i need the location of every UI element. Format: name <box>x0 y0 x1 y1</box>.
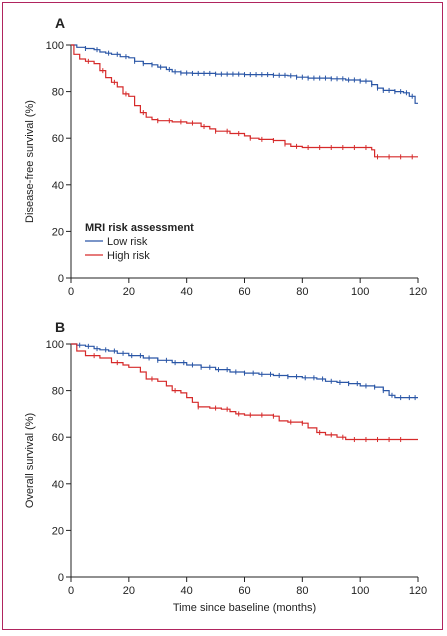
panel-a-y-tick-label: 0 <box>58 273 64 285</box>
panel-a-legend-title: MRI risk assessment <box>85 222 194 234</box>
figure-frame: A 0 20 40 60 80 100 0 20 40 60 80 100 120 Disease-fre… <box>2 2 443 630</box>
panel-a-y-tick-label: 20 <box>52 226 64 238</box>
panel-b-x-tick-label: 120 <box>409 585 427 597</box>
panel-a-legend-entry: Low risk <box>107 236 148 248</box>
panel-a-x-tick-label: 20 <box>123 286 135 298</box>
panel-a-x-tick-label: 120 <box>409 286 427 298</box>
panel-b-x-tick-label: 0 <box>68 585 74 597</box>
panel-b-y-tick-label: 60 <box>52 432 64 444</box>
panel-a-high-risk-curve <box>71 44 418 158</box>
panel-a-x-tick-label: 60 <box>238 286 250 298</box>
panel-b-low-risk-curve <box>71 343 418 399</box>
panel-a-y-tick-label: 60 <box>52 133 64 145</box>
panel-a-x-tick-label: 40 <box>181 286 193 298</box>
panel-b-y-tick-label: 40 <box>52 479 64 491</box>
panel-b-x-tick-label: 80 <box>296 585 308 597</box>
panel-b-x-tick-label: 40 <box>181 585 193 597</box>
panel-a-x-tick-label: 0 <box>68 286 74 298</box>
panel-b-x-axis-label: Time since baseline (months) <box>173 602 316 614</box>
panel-b-high-risk-curve <box>71 343 418 441</box>
panel-b-y-tick-label: 100 <box>46 339 64 351</box>
panel-a-y-tick-label: 80 <box>52 87 64 99</box>
panel-b-x-tick-label: 20 <box>123 585 135 597</box>
panel-a-y-axis-label: Disease-free survival (%) <box>24 100 36 223</box>
panel-b-y-tick-label: 0 <box>58 572 64 584</box>
panel-a-y-tick-label: 40 <box>52 180 64 192</box>
panel-b-y-axis-label: Overall survival (%) <box>24 413 36 508</box>
panel-a-y-tick-label: 100 <box>46 40 64 52</box>
panel-a-x-tick-label: 100 <box>351 286 369 298</box>
panel-b-label: B <box>55 319 65 335</box>
panel-a-label: A <box>55 15 65 31</box>
panel-b-x-tick-label: 100 <box>351 585 369 597</box>
panel-b-x-tick-label: 60 <box>238 585 250 597</box>
panel-b: B 0 20 40 60 80 100 0 20 40 60 80 100 120 Overall sur… <box>24 319 427 614</box>
panel-a: A 0 20 40 60 80 100 0 20 40 60 80 100 120 Disease-fre… <box>24 15 427 298</box>
panel-a-x-tick-label: 80 <box>296 286 308 298</box>
panel-b-y-tick-label: 80 <box>52 386 64 398</box>
panel-a-legend-entry: High risk <box>107 250 150 262</box>
panel-b-y-tick-label: 20 <box>52 525 64 537</box>
survival-figure: A 0 20 40 60 80 100 0 20 40 60 80 100 120 Disease-fre… <box>24 15 427 614</box>
